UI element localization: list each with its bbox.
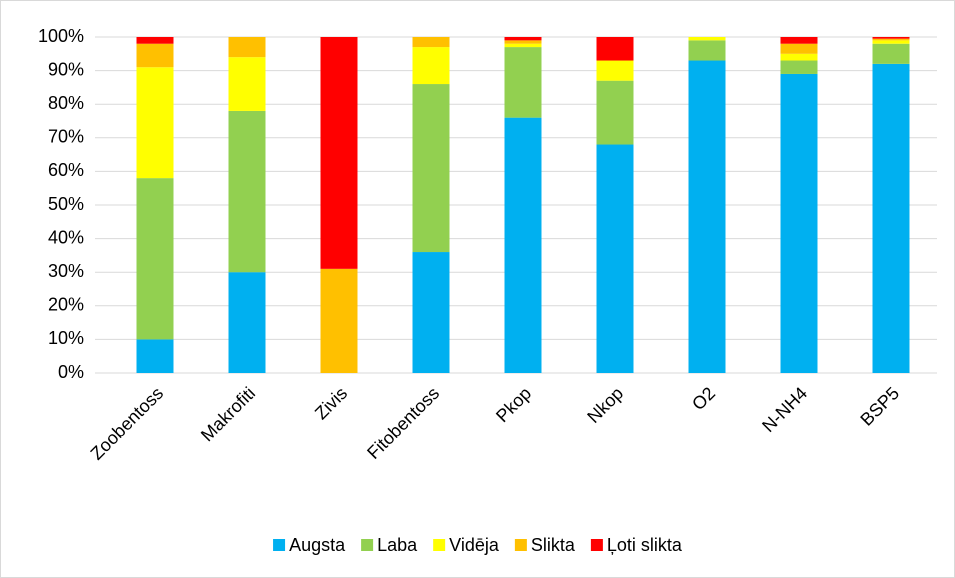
bar-segment: [780, 73, 818, 374]
bar-segment: [688, 40, 726, 61]
legend-swatch: [433, 539, 446, 551]
legend-label: Ļoti slikta: [607, 535, 683, 555]
bar-segment: [504, 37, 542, 41]
bar-segment: [412, 252, 450, 373]
y-tick-label: 40%: [48, 227, 84, 247]
bar-segment: [136, 178, 174, 340]
legend-label: Vidēja: [449, 535, 500, 555]
y-tick-label: 0%: [58, 362, 84, 382]
bar-segment: [872, 43, 910, 64]
y-tick-label: 80%: [48, 93, 84, 113]
bar-segment: [136, 37, 174, 44]
bar-segment: [228, 110, 266, 273]
bar-segment: [780, 37, 818, 44]
bar-segment: [136, 43, 174, 68]
bar-segment: [504, 40, 542, 44]
bar-segment: [412, 47, 450, 85]
bar-segment: [504, 47, 542, 118]
bar-segment: [780, 53, 818, 61]
bar-segment: [412, 37, 450, 48]
bar-segment: [872, 38, 910, 41]
bar-segment: [412, 84, 450, 253]
legend-swatch: [590, 539, 603, 551]
bar-segment: [320, 37, 358, 269]
bar-segment: [872, 40, 910, 44]
bar-segment: [688, 60, 726, 374]
y-tick-label: 10%: [48, 328, 84, 348]
legend: Augsta Laba Vidēja Slikta Ļoti slikta: [273, 535, 683, 555]
y-tick-label: 50%: [48, 194, 84, 214]
bar-segment: [228, 272, 266, 373]
y-tick-label: 100%: [38, 26, 84, 46]
bar-segment: [504, 117, 542, 373]
legend-label: Augsta: [289, 535, 346, 555]
legend-swatch: [361, 539, 374, 551]
bar-segment: [872, 37, 910, 39]
legend-swatch: [273, 539, 286, 551]
bar-segment: [228, 57, 266, 111]
bar-segment: [136, 67, 174, 179]
legend-label: Slikta: [531, 535, 576, 555]
y-tick-label: 60%: [48, 160, 84, 180]
bar-segment: [688, 37, 726, 41]
bar-segment: [320, 268, 358, 373]
y-tick-label: 20%: [48, 295, 84, 315]
legend-swatch: [514, 539, 527, 551]
bar-segment: [504, 43, 542, 48]
bar-segment: [780, 60, 818, 74]
bar-segment: [136, 339, 174, 373]
bar-segment: [596, 144, 634, 373]
y-tick-label: 30%: [48, 261, 84, 281]
y-tick-label: 90%: [48, 59, 84, 79]
legend-label: Laba: [377, 535, 418, 555]
bar-segment: [872, 63, 910, 373]
bar-segment: [596, 80, 634, 145]
y-tick-label: 70%: [48, 127, 84, 147]
bar-segment: [780, 43, 818, 54]
bar-segment: [228, 37, 266, 58]
bar-segment: [596, 60, 634, 81]
bar-segment: [596, 37, 634, 61]
